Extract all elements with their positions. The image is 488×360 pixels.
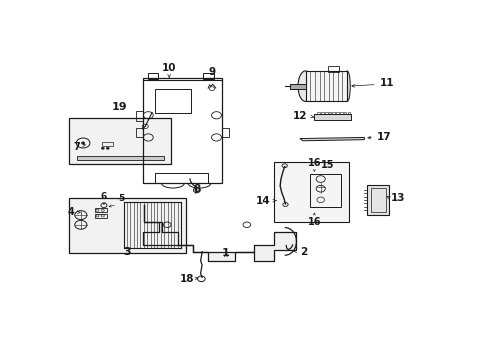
Text: 17: 17 (376, 132, 390, 143)
Bar (310, 174, 340, 207)
Bar (136, 111, 142, 121)
Bar (370, 188, 386, 212)
Text: 8: 8 (193, 184, 200, 194)
Bar (324, 112, 327, 114)
Bar (69, 198, 186, 253)
Text: 2: 2 (299, 247, 306, 257)
Bar (142, 78, 222, 183)
Bar (147, 73, 158, 79)
Bar (314, 114, 351, 120)
Bar (136, 128, 142, 138)
Bar (95, 208, 106, 212)
Bar (327, 67, 338, 72)
Bar (274, 162, 348, 222)
Bar (155, 90, 191, 113)
Text: 7: 7 (73, 142, 80, 152)
Bar (336, 112, 338, 114)
Bar (102, 142, 113, 146)
Ellipse shape (344, 71, 349, 102)
Bar (69, 118, 171, 164)
Text: 9: 9 (208, 67, 215, 77)
Text: 16: 16 (307, 158, 321, 168)
Bar (347, 112, 349, 114)
Bar (290, 84, 305, 89)
Text: 1: 1 (222, 248, 229, 258)
Bar (343, 112, 346, 114)
Text: 15: 15 (321, 160, 334, 170)
Bar (222, 128, 228, 138)
Bar (332, 112, 334, 114)
Circle shape (81, 142, 84, 144)
Text: 14: 14 (256, 196, 270, 206)
Text: 11: 11 (379, 77, 393, 87)
Bar (321, 112, 323, 114)
Bar (305, 71, 346, 102)
Text: 18: 18 (180, 274, 194, 284)
Polygon shape (142, 205, 296, 261)
Polygon shape (299, 138, 364, 141)
Text: 16: 16 (307, 217, 321, 227)
Text: 13: 13 (390, 193, 405, 203)
Bar (366, 185, 388, 215)
Bar (77, 156, 164, 160)
Circle shape (106, 147, 109, 149)
Text: 4: 4 (67, 207, 74, 217)
Text: 12: 12 (292, 111, 307, 121)
Text: 6: 6 (101, 192, 107, 201)
Bar (95, 214, 106, 218)
Text: 5: 5 (118, 194, 124, 203)
Text: 3: 3 (123, 247, 131, 257)
Text: 19: 19 (112, 102, 127, 112)
Bar (155, 174, 208, 183)
Bar (203, 73, 213, 79)
Text: 10: 10 (162, 63, 176, 73)
Bar (317, 112, 319, 114)
Bar (328, 112, 331, 114)
Ellipse shape (297, 71, 312, 102)
Circle shape (101, 147, 104, 149)
Bar (339, 112, 342, 114)
